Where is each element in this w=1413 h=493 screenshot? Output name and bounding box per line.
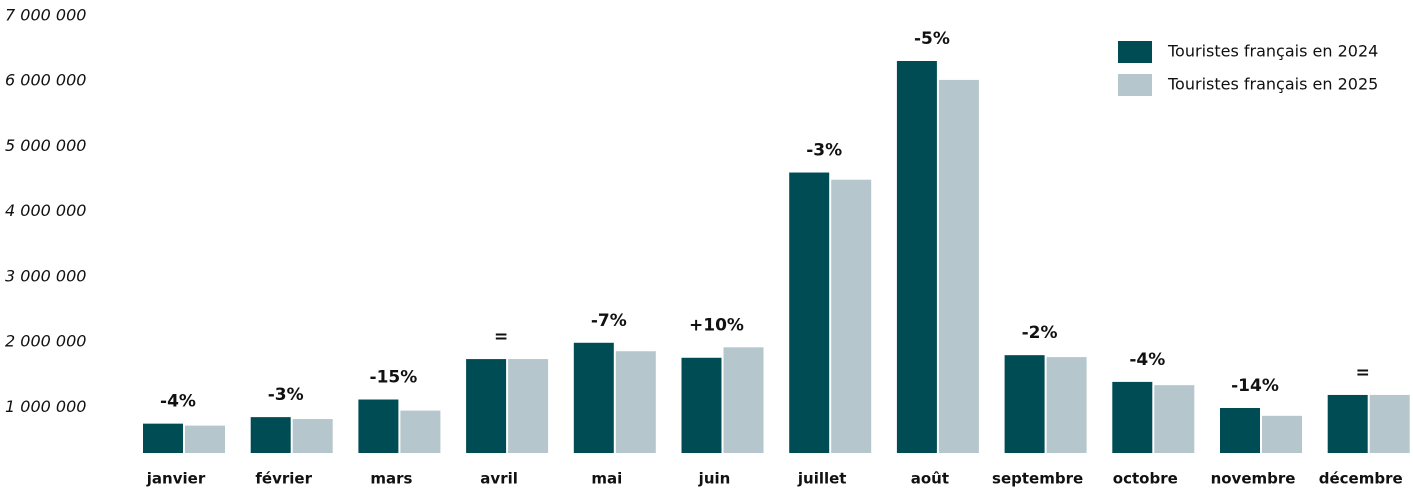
y-tick-label: 6 000 000 [5, 71, 86, 90]
legend-label: Touristes français en 2024 [1167, 42, 1378, 61]
bar [400, 410, 441, 453]
annotation: -3% [806, 141, 842, 161]
bar [1327, 394, 1368, 453]
y-tick-label: 4 000 000 [5, 201, 86, 220]
x-tick-label: octobre [1113, 470, 1178, 488]
x-tick-label: juillet [797, 470, 847, 488]
x-tick-label: février [255, 470, 312, 488]
bar [1046, 357, 1087, 453]
x-tick-label: mai [591, 470, 622, 488]
annotation: -5% [914, 29, 950, 49]
bar [1154, 385, 1195, 453]
bar [896, 61, 937, 453]
bar [831, 179, 872, 453]
bar [250, 417, 291, 453]
annotation: -4% [1129, 350, 1165, 370]
y-tick-label: 3 000 000 [5, 266, 86, 285]
bar [789, 172, 830, 454]
bar [1112, 381, 1153, 453]
x-tick-label: décembre [1319, 470, 1403, 488]
x-tick-label: mars [370, 470, 412, 488]
bar [292, 419, 333, 453]
x-tick-label: novembre [1211, 470, 1296, 488]
bar [1220, 407, 1260, 453]
bar [143, 423, 183, 453]
x-tick-label: juin [698, 470, 731, 488]
bar [358, 399, 399, 453]
y-tick-label: 1 000 000 [5, 397, 86, 416]
bar [1262, 415, 1302, 453]
annotation: -2% [1022, 323, 1058, 343]
x-tick-label: septembre [992, 470, 1083, 488]
bar [1004, 355, 1045, 453]
bar [938, 79, 979, 453]
bar [1369, 394, 1410, 453]
annotation: -15% [370, 368, 418, 388]
bar [185, 425, 225, 453]
annotation: -14% [1231, 376, 1279, 396]
bar [681, 357, 722, 453]
annotation: -4% [160, 392, 196, 412]
legend-swatch [1118, 74, 1152, 96]
annotation: +10% [689, 315, 744, 335]
y-tick-label: 7 000 000 [5, 6, 86, 25]
x-tick-label: avril [480, 470, 518, 488]
y-tick-label: 5 000 000 [5, 136, 86, 155]
bar [573, 342, 614, 453]
x-tick-label: août [911, 470, 949, 488]
annotation: = [1356, 363, 1370, 383]
annotation: -7% [591, 311, 627, 331]
bar [615, 351, 656, 453]
bar [466, 359, 507, 453]
x-tick-label: janvier [146, 470, 206, 488]
legend-label: Touristes français en 2025 [1167, 75, 1378, 94]
bar [723, 347, 764, 453]
legend-swatch [1118, 41, 1152, 63]
y-tick-label: 2 000 000 [5, 332, 86, 351]
annotation: -3% [268, 385, 304, 405]
annotation: = [494, 327, 508, 347]
bar [508, 359, 549, 453]
